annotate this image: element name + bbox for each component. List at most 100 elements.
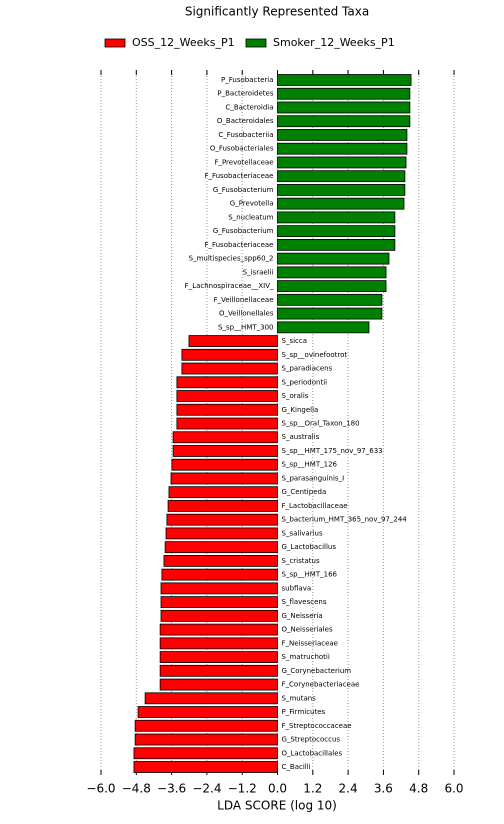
bar <box>159 664 278 677</box>
bar <box>277 321 370 334</box>
x-tick-label: 0.0 <box>268 782 287 796</box>
bar-label: G_Corynebacterium <box>282 667 352 675</box>
bar <box>134 719 278 732</box>
bar-label: S_sicca <box>282 337 308 345</box>
x-tick-label: 2.4 <box>339 782 358 796</box>
bar <box>188 335 278 347</box>
bar <box>160 609 278 622</box>
bar <box>159 651 278 663</box>
bar <box>172 431 278 444</box>
bar-label: S_paradiacens <box>282 365 333 373</box>
bar-label: O_Fusobacteriales <box>210 145 274 153</box>
bar <box>176 376 278 389</box>
bar <box>172 445 278 457</box>
bar-label: F_Fusobacteriaceae <box>204 241 273 249</box>
bar-label: C_Bacteroidia <box>225 103 273 111</box>
bar <box>181 348 278 361</box>
bar <box>144 692 278 705</box>
bar-label: S_sp__HMT_175_nov_97_633 <box>282 447 383 455</box>
bar-label: S_nucleatum <box>228 213 273 221</box>
bar-label: F_Corynebacteriaceae <box>282 681 360 689</box>
bar-label: G_Centipeda <box>282 488 327 496</box>
bar <box>277 87 411 100</box>
bar <box>176 403 278 416</box>
bar-label: G_Prevotella <box>230 200 274 208</box>
bar-label: O_Neisseriales <box>282 626 333 634</box>
bar <box>277 156 407 169</box>
bar-label: F_Streptococcaceae <box>282 722 352 730</box>
bar-label: G_Fusobacterium <box>213 227 274 235</box>
bar-label: F_Fusobacteriaceae <box>204 172 273 180</box>
bar <box>277 266 387 279</box>
bar-label: O_Veillonellales <box>219 310 274 318</box>
x-tick-label: 3.6 <box>374 782 393 796</box>
bar <box>277 129 408 141</box>
bar <box>277 101 411 114</box>
bar-label: G_Streptococcus <box>282 736 341 744</box>
bar-label: S_australis <box>282 433 320 441</box>
bar-label: S_mutans <box>282 694 317 702</box>
bar <box>277 280 387 293</box>
bar-label: S_sp__HMT_126 <box>282 461 338 469</box>
bar <box>166 513 278 526</box>
bar <box>165 527 278 540</box>
bar <box>176 390 278 402</box>
bar-label: S_cristatus <box>282 557 320 565</box>
x-tick-label: 6.0 <box>444 782 463 796</box>
bar <box>159 623 278 636</box>
bar-label: S_israelii <box>243 268 274 276</box>
legend-label: OSS_12_Weeks_P1 <box>132 36 235 49</box>
bar-label: G_Kingella <box>282 406 319 414</box>
bar <box>163 555 278 567</box>
x-tick-label: −4.8 <box>122 782 151 796</box>
chart-title: Significantly Represented Taxa <box>185 5 369 19</box>
x-tick-label: 4.8 <box>409 782 428 796</box>
x-tick-label: −2.4 <box>192 782 221 796</box>
bar <box>277 293 383 306</box>
bar <box>181 362 278 375</box>
bar-label: G_Lactobacillus <box>282 543 337 551</box>
bar <box>277 307 383 320</box>
bar-label: G_Neisseria <box>282 612 323 620</box>
legend-swatch <box>104 38 126 48</box>
bar-label: S_sp__Oral_Taxon_180 <box>282 420 360 428</box>
bar <box>277 74 412 86</box>
bar <box>137 706 278 718</box>
bar <box>167 500 278 512</box>
bar-label: C_Bacilli <box>282 763 311 771</box>
bar <box>133 747 278 760</box>
bar <box>134 733 278 746</box>
bar-label: F_Prevotellaceae <box>214 158 273 166</box>
bar-label: G_Fusobacterium <box>213 186 274 194</box>
bar-label: F_Lactobacillaceae <box>282 502 348 510</box>
bar-label: S_parasanguinis_I <box>282 474 345 482</box>
bar <box>159 637 278 650</box>
bar <box>277 238 396 251</box>
bar-label: S_multispecies_spp60_2 <box>189 255 274 263</box>
bar-label: O_Lactobacillales <box>282 749 343 757</box>
bar-label: S_periodontii <box>282 378 328 386</box>
bar <box>170 472 278 485</box>
bar-label: F_Neisseriaceae <box>282 639 338 647</box>
bar <box>168 486 278 499</box>
x-axis-label: LDA SCORE (log 10) <box>217 799 337 813</box>
bar-label: F_Lachnospiraceae__XIV_ <box>185 282 274 290</box>
bar <box>277 197 405 210</box>
bar <box>277 170 406 183</box>
bar <box>277 252 390 265</box>
bar <box>277 115 411 128</box>
x-tick-label: −3.6 <box>157 782 186 796</box>
bar-label: P_Firmicutes <box>282 708 326 716</box>
bar-label: S_salivarius <box>282 529 323 537</box>
x-tick-label: 1.2 <box>303 782 322 796</box>
bar-label: P_Bacteroidetes <box>217 90 273 98</box>
bar-label: S_matruchotii <box>282 653 330 661</box>
bar-label: S_sp__HMT_300 <box>218 323 273 331</box>
bar-label: C_Fusobacteriia <box>218 131 273 139</box>
bar <box>133 761 278 773</box>
bar <box>277 184 406 196</box>
bar-label: subflava <box>282 584 312 592</box>
bar <box>171 458 278 471</box>
bar <box>161 568 278 581</box>
